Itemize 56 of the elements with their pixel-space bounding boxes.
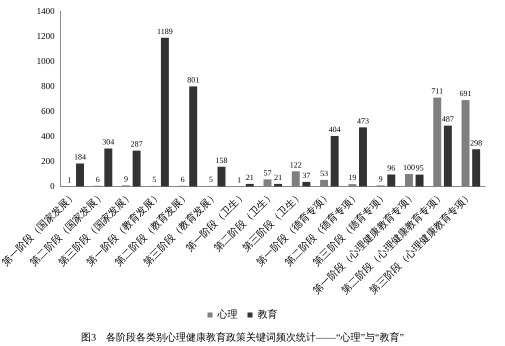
y-tick-label: 600 [41, 106, 56, 116]
data-label: 184 [74, 152, 86, 162]
bar [387, 174, 396, 187]
bar [416, 174, 424, 187]
bar [76, 164, 84, 187]
bar [472, 149, 480, 187]
data-label: 21 [274, 172, 282, 182]
bar [218, 166, 226, 187]
bar [132, 150, 141, 187]
data-label: 1189 [157, 26, 173, 36]
bar [104, 148, 112, 187]
bar [358, 127, 367, 187]
data-label: 487 [442, 114, 454, 124]
y-tick-label: 0 [50, 180, 56, 191]
data-label: 473 [356, 116, 369, 126]
bar [189, 86, 198, 187]
y-tick-label: 1000 [36, 56, 56, 66]
legend-label: 教育 [258, 308, 278, 321]
y-tick-label: 1400 [36, 6, 56, 16]
text: 图3 各阶段各类别心理健康教育政策关键词频次统计——“心理”与“教育” [81, 332, 404, 344]
data-label: 37 [302, 170, 310, 180]
y-tick-label: 400 [41, 130, 56, 141]
data-label: 287 [130, 140, 143, 149]
data-label: 53 [320, 168, 328, 178]
data-label: 6 [96, 174, 100, 184]
data-label: 21 [246, 172, 254, 182]
bar [444, 126, 452, 187]
bar [160, 38, 169, 187]
data-label: 298 [470, 138, 482, 148]
data-label: 5 [152, 174, 156, 184]
bar [274, 184, 282, 187]
data-label: 304 [102, 138, 114, 147]
data-label: 95 [416, 164, 424, 173]
data-label: 1 [237, 175, 242, 184]
data-label: 801 [187, 75, 200, 84]
data-label: 404 [328, 125, 341, 134]
bar [246, 184, 254, 187]
data-label: 711 [431, 86, 444, 96]
data-label: 9 [124, 174, 128, 184]
y-tick-label: 200 [41, 156, 56, 166]
data-label: 57 [263, 168, 272, 178]
data-label: 19 [348, 173, 356, 182]
y-tick-label: 1200 [36, 30, 56, 41]
legend-label: 心理 [216, 308, 238, 321]
data-label: 6 [180, 174, 185, 184]
data-label: 122 [290, 160, 302, 170]
bar [330, 136, 339, 187]
data-label: 96 [387, 164, 396, 173]
bar [302, 182, 310, 187]
data-label: 158 [215, 156, 228, 165]
data-label: 5 [208, 174, 213, 184]
data-label: 100 [402, 163, 415, 172]
data-label: 691 [460, 89, 472, 98]
data-label: 1 [67, 175, 72, 184]
y-tick-label: 800 [41, 80, 56, 91]
data-label: 9 [378, 174, 383, 184]
